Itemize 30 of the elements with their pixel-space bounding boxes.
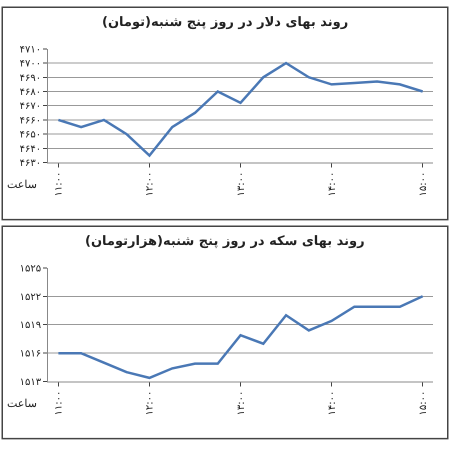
x-tick-label: ۱۲:۰۰ xyxy=(144,172,156,197)
x-tick-label: ۱۴:۰۰ xyxy=(326,390,338,416)
y-tick-label: ۴۶۶۰ xyxy=(20,115,42,126)
x-tick-label: ۱۳:۰۰ xyxy=(236,390,247,416)
y-tick-label: ۱۵۱۶ xyxy=(20,348,42,360)
line-series xyxy=(57,295,424,380)
y-tick-label: ۱۵۲۵ xyxy=(20,263,42,274)
y-tick-label: ۴۶۵۰ xyxy=(20,130,42,141)
y-tick-label: ۱۵۲۲ xyxy=(20,292,42,303)
y-tick-label: ۴۶۹۰ xyxy=(20,72,42,84)
x-axis-title: ساعت xyxy=(7,178,37,191)
y-tick-label: ۱۵۱۹ xyxy=(20,320,42,332)
chart-title: روند بهای سکه در روز پنج شنبه(هزارتومان) xyxy=(85,234,365,249)
y-tick-label: ۴۷۰۰ xyxy=(20,58,42,70)
x-tick-label: ۱۵:۰۰ xyxy=(418,172,429,197)
x-tick-label: ۱۴:۰۰ xyxy=(326,172,338,197)
x-axis-title: ساعت xyxy=(7,397,37,410)
chart-title: روند بهای دلار در روز پنج شنبه(تومان) xyxy=(102,15,348,30)
y-tick-label: ۴۶۷۰ xyxy=(20,101,42,112)
y-tick-label: ۱۵۱۳ xyxy=(20,377,42,388)
x-tick-label: ۱۳:۰۰ xyxy=(236,172,247,197)
y-tick-label: ۴۷۱۰ xyxy=(20,44,42,56)
x-tick-label: ۱۲:۰۰ xyxy=(144,390,156,416)
x-tick-label: ۱۱:۰۰ xyxy=(54,172,65,197)
x-tick-label: ۱۱:۰۰ xyxy=(54,390,65,416)
x-tick-label: ۱۵:۰۰ xyxy=(418,390,429,416)
y-tick-label: ۴۶۳۰ xyxy=(20,158,42,170)
line-series xyxy=(57,62,424,157)
y-tick-label: ۴۶۸۰ xyxy=(20,87,42,98)
y-tick-label: ۴۶۴۰ xyxy=(20,144,42,155)
